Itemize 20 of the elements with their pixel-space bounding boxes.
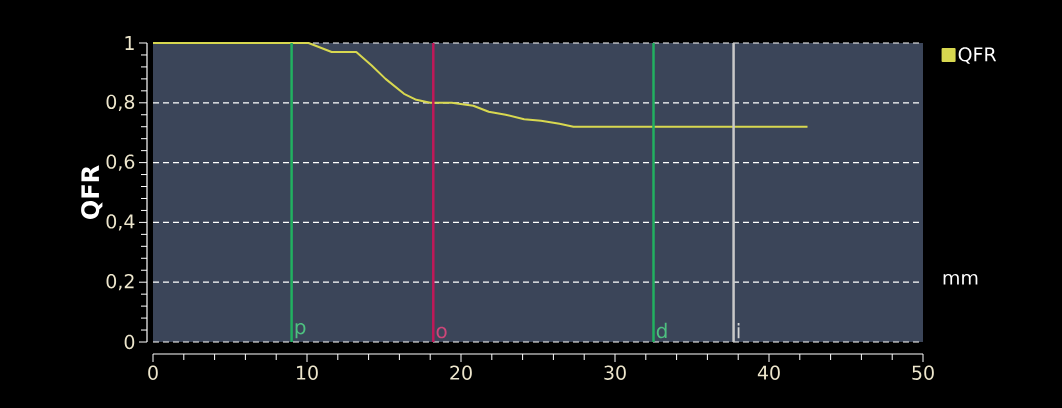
x-tick-label: 0 — [148, 365, 158, 380]
y-tick-label: 0 — [124, 334, 135, 350]
x-tick-label: 10 — [297, 365, 318, 380]
y-tick-label: 0,4 — [106, 214, 135, 231]
text: mm — [943, 273, 978, 285]
ref-line-label: o — [436, 326, 447, 339]
x-tick-label: 40 — [757, 365, 780, 380]
y-tick-label: 1 — [125, 36, 134, 50]
y-tick-label: 0,2 — [106, 274, 134, 291]
ref-line-label: d — [656, 322, 667, 339]
line-series — [152, 42, 809, 128]
y-axis-title: QFR — [81, 165, 103, 219]
legend-label: QFR — [958, 47, 997, 64]
ref-line-label: p — [295, 322, 306, 339]
y-tick-label: 0,6 — [106, 154, 135, 171]
y-tick-label: 0,8 — [106, 94, 135, 111]
ref-line-label: i — [737, 323, 740, 339]
x-tick-label: 50 — [912, 365, 934, 380]
x-tick-label: 30 — [604, 365, 626, 380]
x-tick-label: 20 — [450, 365, 472, 380]
